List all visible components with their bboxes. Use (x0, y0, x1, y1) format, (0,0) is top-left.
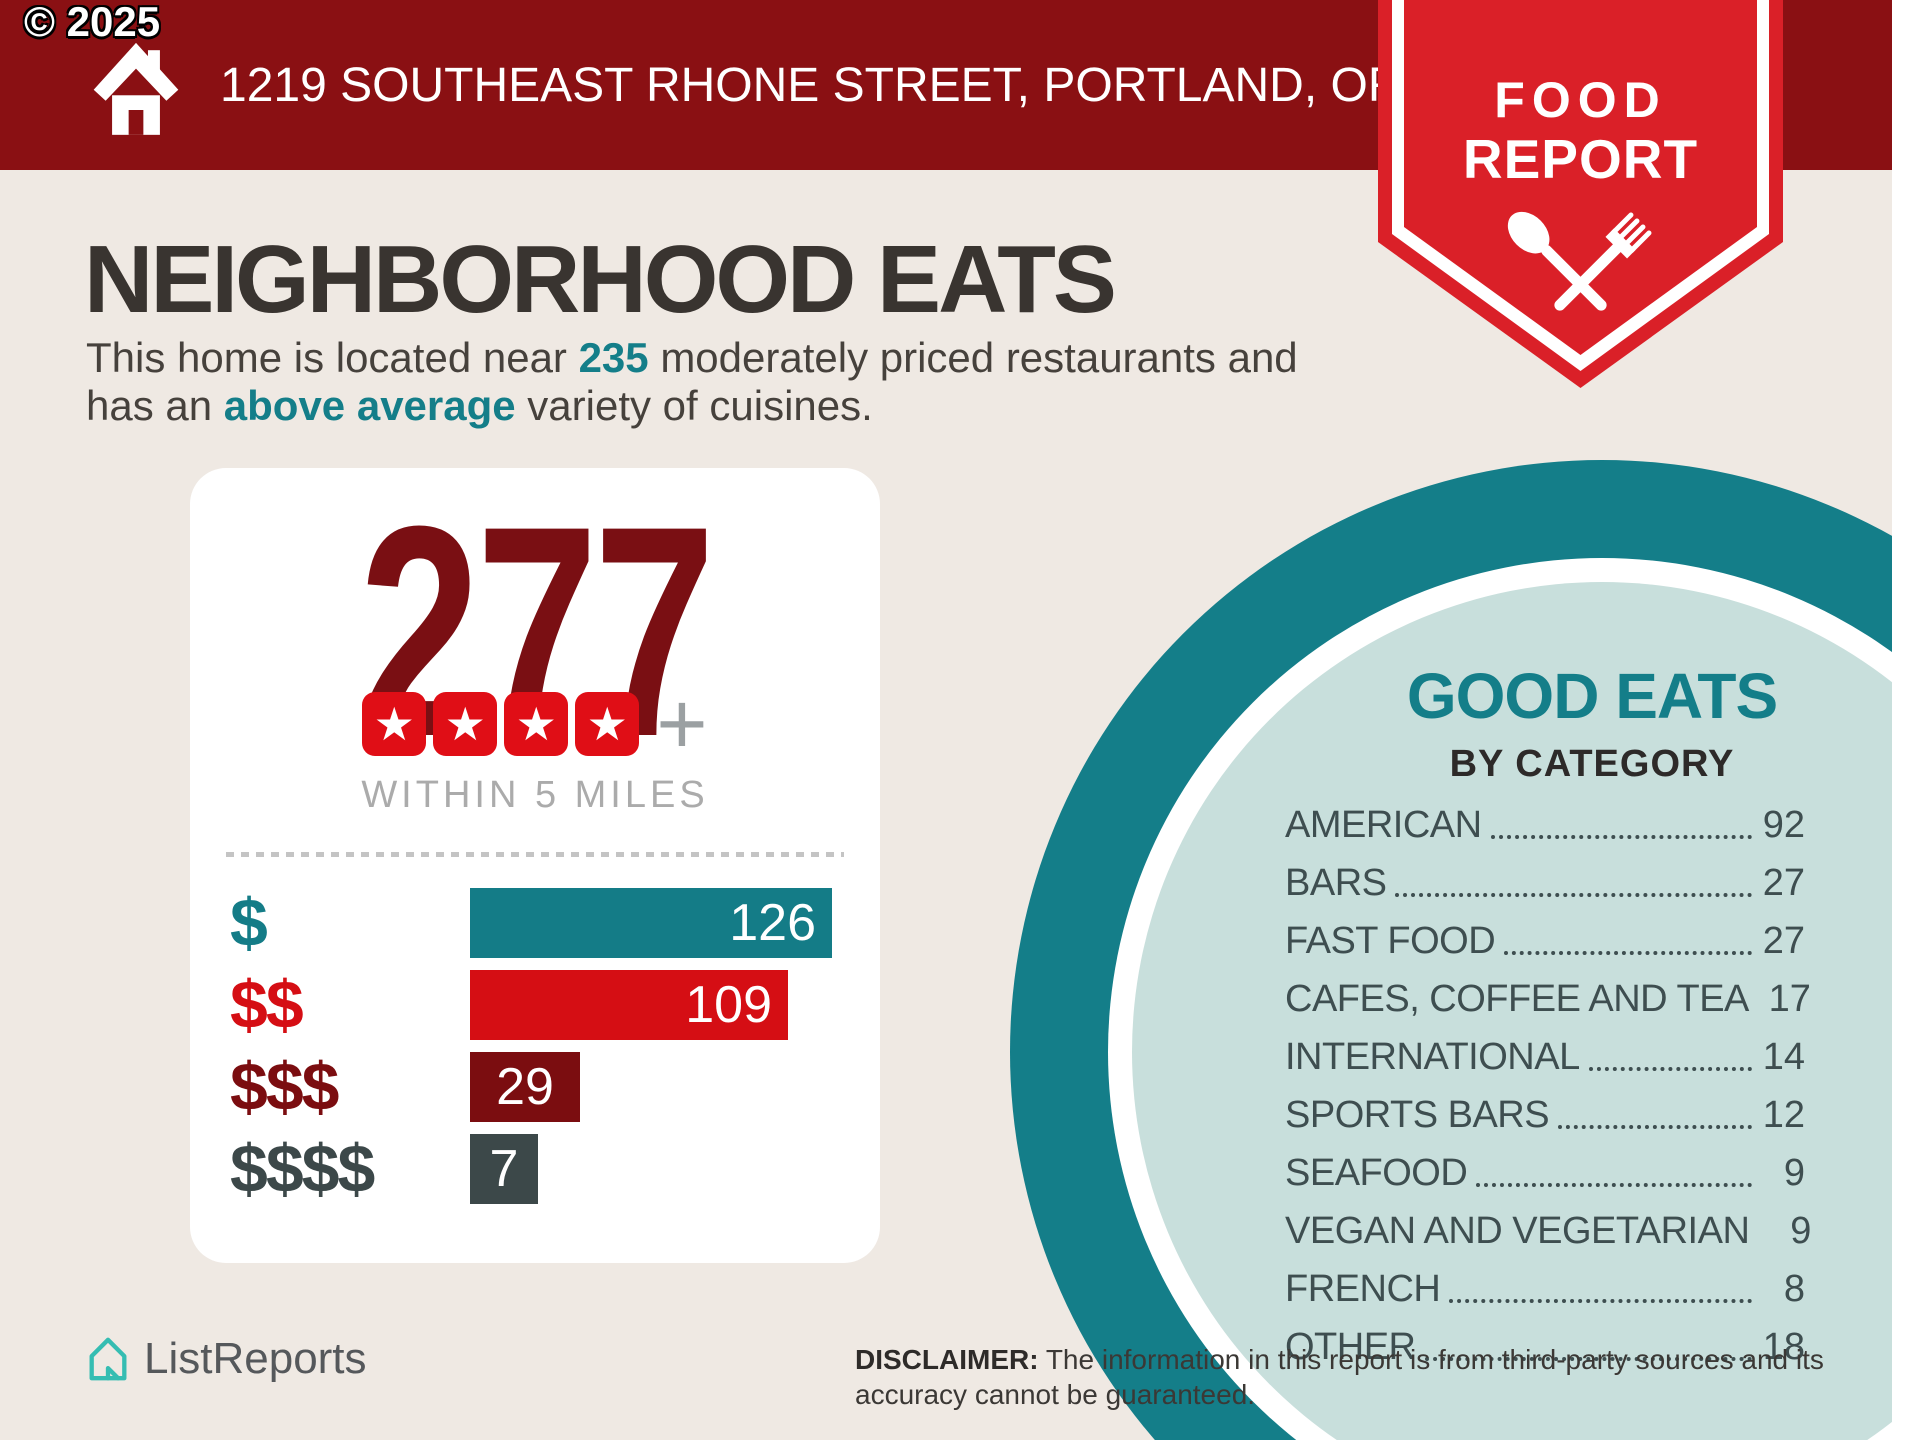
category-value: 27 (1762, 862, 1805, 904)
price-bar: 29 (470, 1052, 580, 1122)
home-icon (93, 42, 179, 135)
variety-highlight: above average (223, 382, 516, 429)
category-value: 8 (1783, 1268, 1805, 1310)
list-item: INTERNATIONAL 14 (1285, 1029, 1805, 1087)
category-label: SEAFOOD (1285, 1152, 1468, 1194)
price-bar-value: 29 (496, 1058, 554, 1116)
category-value: 9 (1783, 1152, 1805, 1194)
category-label: VEGAN AND VEGETARIAN (1285, 1210, 1750, 1252)
radius-label: WITHIN 5 MILES (361, 774, 709, 816)
category-value: 18 (1762, 1326, 1805, 1368)
price-tier-label: $$ (230, 967, 304, 1043)
listreports-house-icon (89, 1337, 127, 1381)
list-item: FAST FOOD 27 (1285, 913, 1805, 971)
star-icon: ★ (433, 692, 498, 756)
list-item: SPORTS BARS 12 (1285, 1087, 1805, 1145)
list-item: OTHER 18 (1285, 1319, 1805, 1377)
price-bar-row: $ 126 (190, 888, 880, 958)
disclaimer-label: DISCLAIMER: (855, 1344, 1039, 1375)
category-label: INTERNATIONAL (1285, 1036, 1580, 1078)
right-margin-strip (1892, 0, 1920, 1440)
price-bar-row: $$ 109 (190, 970, 880, 1040)
dotted-leader (1476, 1183, 1752, 1187)
price-bar-row: $$$ 29 (190, 1052, 880, 1122)
category-value: 92 (1762, 804, 1805, 846)
list-item: AMERICAN 92 (1285, 797, 1805, 855)
dotted-leader (1449, 1299, 1752, 1303)
category-label: FRENCH (1285, 1268, 1441, 1310)
price-bar: 7 (470, 1134, 538, 1204)
page-subtitle: This home is located near 235 moderately… (86, 334, 1298, 430)
page-title: NEIGHBORHOOD EATS (84, 226, 1117, 333)
dotted-leader (1588, 1067, 1752, 1071)
star-icon: ★ (362, 692, 427, 756)
restaurant-summary-card: 277 ★ ★ ★ ★ + WITHIN 5 MILES $ 126 $$ 10… (190, 468, 880, 1263)
subtitle-text: This home is located near (86, 334, 579, 381)
category-label: BARS (1285, 862, 1387, 904)
category-label: OTHER (1285, 1326, 1416, 1368)
category-value: 12 (1762, 1094, 1805, 1136)
category-value: 17 (1768, 978, 1811, 1020)
list-item: CAFES, COFFEE AND TEA 17 (1285, 971, 1811, 1029)
price-tier-label: $$$ (230, 1049, 339, 1125)
category-label: FAST FOOD (1285, 920, 1496, 962)
price-bar-value: 7 (489, 1140, 519, 1198)
dotted-leader (1424, 1357, 1752, 1361)
listreports-logo: ListReports (84, 1334, 367, 1384)
price-bar-row: $$$$ 7 (190, 1134, 880, 1204)
good-eats-subtitle: BY CATEGORY (1449, 743, 1735, 785)
price-bar: 126 (470, 888, 832, 958)
subtitle-text: variety of cuisines. (515, 382, 873, 429)
subtitle-text: moderately priced restaurants and (648, 334, 1298, 381)
dotted-leader (1558, 1125, 1752, 1129)
price-bar: 109 (470, 970, 788, 1040)
list-item: BARS 27 (1285, 855, 1805, 913)
list-item: SEAFOOD 9 (1285, 1145, 1805, 1203)
plus-icon: + (656, 674, 708, 773)
dashed-divider (226, 852, 844, 857)
ribbon-line1: FOOD (1494, 72, 1666, 128)
category-circle-background (1132, 582, 1920, 1440)
category-label: CAFES, COFFEE AND TEA (1285, 978, 1749, 1020)
restaurant-count: 235 (578, 334, 649, 381)
price-tier-label: $$$$ (230, 1131, 375, 1207)
category-value: 14 (1762, 1036, 1805, 1078)
copyright-watermark: © 2025 (24, 0, 161, 45)
star-rating: ★ ★ ★ ★ + (190, 674, 880, 773)
price-bar-value: 126 (729, 894, 816, 952)
list-item: VEGAN AND VEGETARIAN 9 (1285, 1203, 1811, 1261)
star-icon: ★ (504, 692, 569, 756)
spoon-and-fork-icon (1507, 211, 1652, 311)
good-eats-title: GOOD EATS (1406, 660, 1778, 732)
property-address: 1219 SOUTHEAST RHONE STREET, PORTLAND, O… (220, 58, 1550, 112)
category-value: 9 (1790, 1210, 1812, 1252)
ribbon-line2: REPORT (1463, 128, 1698, 190)
disclaimer-text: The information in this report is from t… (1038, 1344, 1824, 1375)
category-label: AMERICAN (1285, 804, 1482, 846)
price-bar-value: 109 (685, 976, 772, 1034)
dotted-leader (1395, 893, 1752, 897)
category-label: SPORTS BARS (1285, 1094, 1550, 1136)
good-eats-heading: GOOD EATS BY CATEGORY (1292, 659, 1892, 786)
star-icon: ★ (575, 692, 640, 756)
dotted-leader (1490, 835, 1752, 839)
list-item: FRENCH 8 (1285, 1261, 1805, 1319)
subtitle-text: has an (86, 382, 224, 429)
brand-name: ListReports (144, 1334, 367, 1383)
disclaimer-text: accuracy cannot be guaranteed. (855, 1379, 1256, 1410)
category-value: 27 (1762, 920, 1805, 962)
category-list: AMERICAN 92 BARS 27 FAST FOOD 27 CAFES, COF… (1285, 797, 1811, 1377)
dotted-leader (1504, 951, 1752, 955)
disclaimer: DISCLAIMER: The information in this repo… (855, 1342, 1845, 1412)
food-report-ribbon: FOOD REPORT (1378, 0, 1783, 388)
price-tier-label: $ (230, 885, 268, 961)
